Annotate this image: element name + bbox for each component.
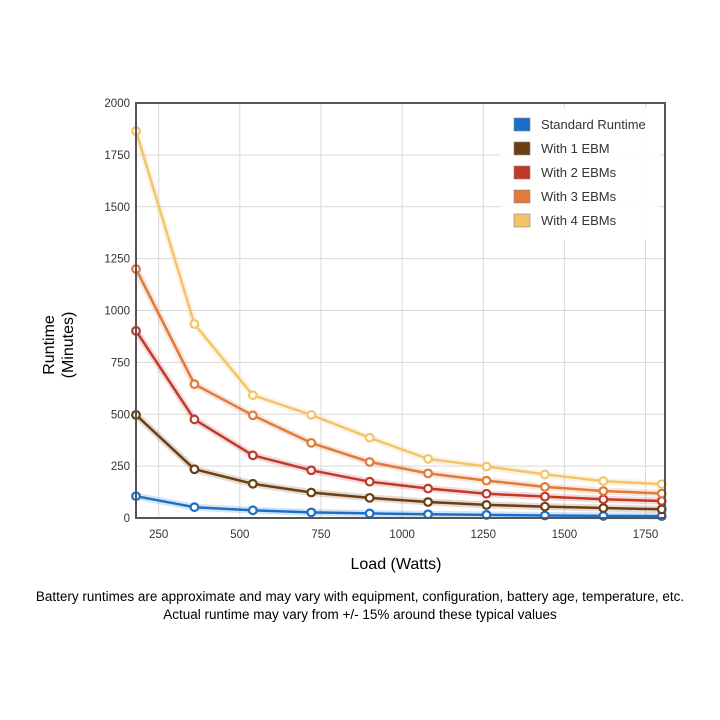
series-4-point <box>423 468 433 479</box>
y-tick-label: 250 <box>111 461 130 473</box>
series-5-point <box>364 432 375 443</box>
series-5-point <box>598 476 609 486</box>
footnote-line-1: Battery runtimes are approximate and may… <box>35 589 685 604</box>
series-5-point <box>306 409 317 420</box>
x-tick-labels: 250 500 750 1000 1250 1500 1750 <box>149 529 658 541</box>
series-5-point <box>423 453 433 464</box>
x-axis-label: Load (Watts) <box>351 556 442 573</box>
series-2-point <box>481 500 492 510</box>
x-tick-label: 750 <box>311 529 330 541</box>
series-3-point <box>423 483 433 494</box>
series-5-point <box>247 390 258 401</box>
legend-label: With 2 EBMs <box>541 165 617 180</box>
legend-label: With 1 EBM <box>541 141 610 156</box>
series-1-point <box>364 508 375 519</box>
series-3-point <box>306 465 317 476</box>
series-2-point <box>306 487 317 498</box>
x-tick-label: 250 <box>149 529 168 541</box>
y-tick-label: 1250 <box>104 254 130 266</box>
series-1-point <box>247 505 258 516</box>
series-5-point <box>481 461 492 472</box>
series-1-point <box>306 507 317 518</box>
x-tick-label: 1750 <box>633 529 659 541</box>
series-3-point <box>598 494 609 505</box>
series-3-point <box>481 488 492 499</box>
plot-frame <box>135 102 666 519</box>
legend-swatch <box>513 213 531 228</box>
y-tick-label: 750 <box>111 357 130 369</box>
series-1-point <box>189 502 200 513</box>
series-2-point <box>423 497 433 507</box>
y-axis-label-line1: Runtime <box>41 315 58 375</box>
series-2-point <box>364 492 375 503</box>
series-4-point <box>598 486 609 496</box>
series-1-point <box>423 509 433 520</box>
series-2-point <box>189 464 200 475</box>
y-tick-label: 1750 <box>104 150 130 162</box>
series-3-point <box>364 476 375 487</box>
series-4-point <box>364 457 375 467</box>
series-3-point <box>247 450 258 461</box>
legend-swatch <box>513 141 531 156</box>
series-4-point <box>540 481 550 492</box>
series-1-line <box>134 494 664 518</box>
x-tick-label: 1250 <box>470 529 496 541</box>
series-4-point <box>189 379 200 390</box>
x-tick-label: 1000 <box>389 529 415 541</box>
series-2-line <box>134 413 664 511</box>
y-tick-label: 0 <box>124 513 130 525</box>
series-2-point <box>247 478 258 489</box>
y-tick-labels: 0 250 500 750 1000 1250 1500 1750 2000 <box>104 98 130 525</box>
legend-label: With 3 EBMs <box>541 189 617 204</box>
series-3-line <box>134 329 664 503</box>
x-tick-label: 500 <box>230 529 249 541</box>
series-lines <box>132 127 666 520</box>
series-4-point <box>306 437 317 448</box>
x-tick-label: 1500 <box>552 529 578 541</box>
series-2-point <box>540 501 550 512</box>
footnote-line-2: Actual runtime may vary from +/- 15% aro… <box>163 607 557 622</box>
series-2-point <box>598 503 609 513</box>
legend-label: With 4 EBMs <box>541 213 617 228</box>
series-4-line <box>134 267 664 495</box>
legend-swatch <box>513 117 531 132</box>
legend: Standard Runtime With 1 EBM With 2 EBMs Wit… <box>500 108 660 240</box>
y-tick-label: 1500 <box>104 202 130 214</box>
legend-label: Standard Runtime <box>541 117 646 132</box>
y-tick-label: 500 <box>111 409 130 421</box>
series-5-point <box>189 319 200 329</box>
y-axis-label-line2: (Minutes) <box>60 312 77 379</box>
series-4-point <box>247 410 258 421</box>
legend-swatch <box>513 189 531 204</box>
series-5-point <box>540 469 550 480</box>
y-tick-label: 2000 <box>104 98 130 110</box>
y-tick-label: 1000 <box>104 306 130 318</box>
series-5-line <box>134 129 664 486</box>
legend-swatch <box>513 165 531 180</box>
runtime-chart: 0 250 500 750 1000 1250 1500 1750 2000 250 500 750… <box>41 98 667 573</box>
series-3-point <box>189 414 200 425</box>
series-3-point <box>540 491 550 502</box>
series-4-point <box>481 475 492 486</box>
